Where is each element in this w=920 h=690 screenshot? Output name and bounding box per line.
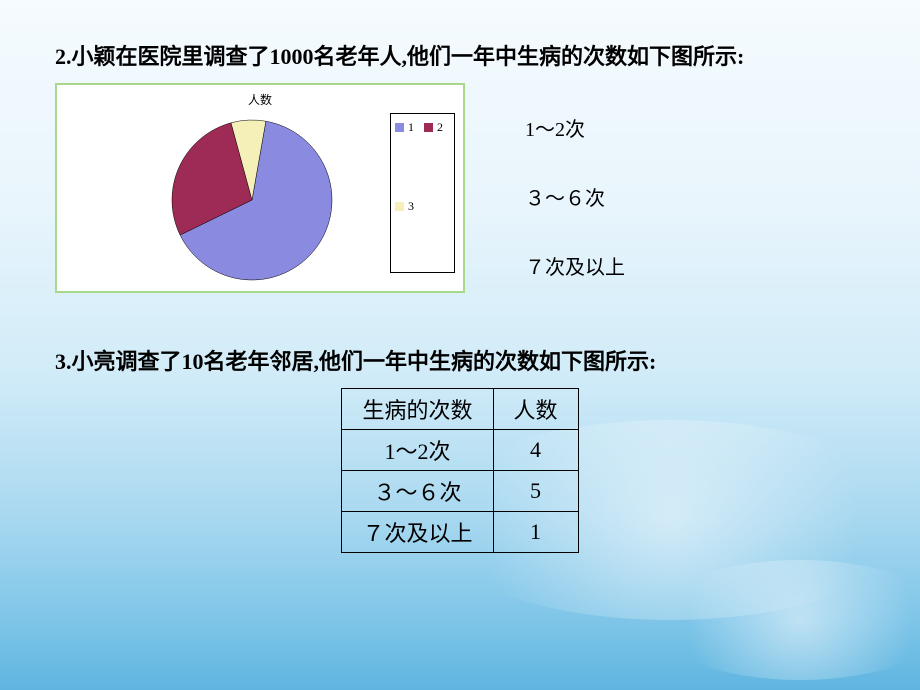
chart-row: 人数 1 2 3 1～2次 ３～６次 ７次及以上 — [55, 83, 865, 320]
chart-title: 人数 — [248, 91, 272, 108]
legend-swatch — [395, 202, 404, 211]
table-header-row: 生病的次数人数 — [342, 389, 578, 430]
legend-label: 1 — [408, 120, 414, 135]
table-row: ３～６次5 — [342, 471, 578, 512]
category-label: ３～６次 — [525, 182, 625, 211]
question-3-text: 3.小亮调查了10名老年邻居,他们一年中生病的次数如下图所示: — [55, 345, 865, 378]
category-label: ７次及以上 — [525, 251, 625, 280]
table-header-cell: 生病的次数 — [342, 389, 493, 430]
table-cell: ７次及以上 — [342, 512, 493, 553]
chart-legend: 1 2 3 — [390, 113, 455, 273]
table-cell: 1 — [493, 512, 578, 553]
table-row: ７次及以上1 — [342, 512, 578, 553]
legend-swatch — [424, 123, 433, 132]
category-label: 1～2次 — [525, 113, 625, 142]
legend-label: 3 — [408, 199, 414, 214]
slide-content: 2.小颖在医院里调查了1000名老年人,他们一年中生病的次数如下图所示: 人数 … — [0, 0, 920, 553]
legend-label: 2 — [437, 120, 443, 135]
pie-chart — [167, 115, 337, 290]
table-row: 1～2次4 — [342, 430, 578, 471]
pie-chart-box: 人数 1 2 3 — [55, 83, 465, 293]
legend-item: 1 — [395, 120, 414, 135]
table-header-cell: 人数 — [493, 389, 578, 430]
legend-swatch — [395, 123, 404, 132]
table-cell: 4 — [493, 430, 578, 471]
table-cell: 5 — [493, 471, 578, 512]
legend-item: 3 — [395, 199, 450, 214]
table-cell: ３～６次 — [342, 471, 493, 512]
category-labels: 1～2次 ３～６次 ７次及以上 — [525, 83, 625, 320]
question-2-text: 2.小颖在医院里调查了1000名老年人,他们一年中生病的次数如下图所示: — [55, 40, 865, 73]
data-table: 生病的次数人数1～2次4３～６次5７次及以上1 — [341, 388, 578, 553]
table-cell: 1～2次 — [342, 430, 493, 471]
legend-item: 2 — [424, 120, 443, 135]
